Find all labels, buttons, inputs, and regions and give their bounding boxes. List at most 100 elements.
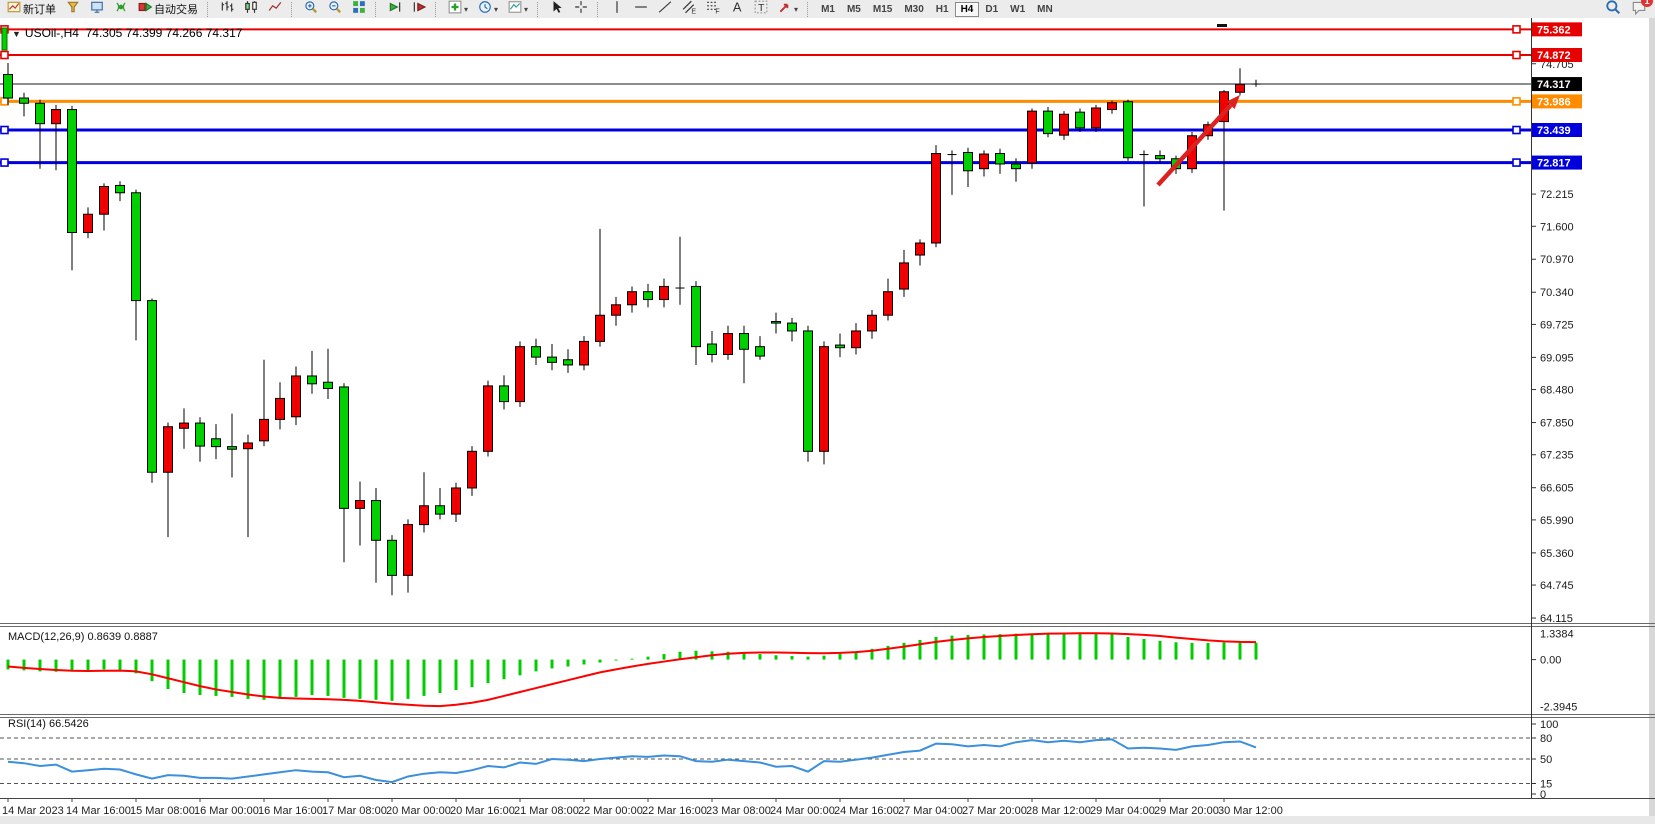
time-axis-label[interactable]: 22 Mar 00:00 bbox=[578, 805, 643, 817]
notifications-icon[interactable]: 1 bbox=[1631, 0, 1653, 20]
hline-handle[interactable] bbox=[0, 158, 9, 167]
time-axis-label[interactable]: 17 Mar 08:00 bbox=[322, 805, 387, 817]
time-axis-label[interactable]: 29 Mar 20:00 bbox=[1154, 805, 1219, 817]
bull-candle bbox=[819, 346, 829, 452]
candlestick-chart-icon[interactable] bbox=[240, 0, 262, 19]
price-badge-73.439[interactable] bbox=[1532, 123, 1582, 138]
bear-candle bbox=[3, 73, 13, 99]
fibonacci-icon[interactable]: F bbox=[702, 0, 724, 19]
arrows-icon[interactable]: ▾ bbox=[774, 0, 802, 19]
timeframe-h1-button[interactable]: H1 bbox=[935, 3, 949, 15]
time-axis-label[interactable]: 27 Mar 20:00 bbox=[962, 805, 1027, 817]
price-badge-73.986[interactable] bbox=[1532, 94, 1582, 109]
price-tick-label: 69.095 bbox=[1540, 352, 1574, 364]
time-axis-label[interactable]: 24 Mar 00:00 bbox=[770, 805, 835, 817]
label-icon[interactable]: T bbox=[750, 0, 772, 19]
time-axis-label[interactable]: 16 Mar 00:00 bbox=[194, 805, 259, 817]
hline-handle[interactable] bbox=[0, 50, 9, 60]
collapse-icon[interactable]: ▼ bbox=[12, 29, 21, 39]
periods-icon[interactable]: ▾ bbox=[474, 0, 502, 19]
timeframe-w1-button[interactable]: W1 bbox=[1010, 3, 1026, 15]
annotation-arrow[interactable] bbox=[1156, 103, 1233, 187]
bear-candle bbox=[147, 300, 157, 473]
chevron-down-icon[interactable]: ▾ bbox=[464, 4, 469, 14]
chevron-down-icon[interactable]: ▾ bbox=[494, 4, 499, 14]
auto-scroll-icon[interactable] bbox=[384, 0, 406, 19]
autotrading-glyph bbox=[138, 0, 153, 19]
bear-candle bbox=[739, 333, 749, 350]
toolbar-separator bbox=[375, 1, 379, 17]
time-axis-label[interactable]: 14 Mar 2023 bbox=[2, 805, 64, 817]
timeframe-m30-button[interactable]: M30 bbox=[904, 3, 924, 15]
zoom-in-icon-glyph bbox=[304, 0, 318, 19]
time-axis-label[interactable]: 20 Mar 16:00 bbox=[450, 805, 515, 817]
zoom-in-icon[interactable] bbox=[300, 0, 322, 19]
hline-handle[interactable] bbox=[1512, 25, 1521, 34]
chevron-down-icon[interactable]: ▾ bbox=[794, 4, 799, 14]
time-axis-label[interactable]: 15 Mar 08:00 bbox=[130, 805, 195, 817]
signals-icon[interactable] bbox=[110, 0, 132, 19]
crosshair-icon[interactable] bbox=[570, 0, 592, 19]
chart-shift-icon[interactable] bbox=[408, 0, 430, 19]
hline-handle[interactable] bbox=[1512, 158, 1521, 167]
vertical-line-icon-glyph bbox=[610, 0, 624, 19]
bull-candle bbox=[1235, 83, 1245, 93]
time-axis-label[interactable]: 28 Mar 12:00 bbox=[1026, 805, 1091, 817]
timeframe-m15-button[interactable]: M15 bbox=[872, 3, 893, 15]
time-axis-label[interactable]: 29 Mar 04:00 bbox=[1090, 805, 1155, 817]
bear-candle bbox=[1123, 101, 1133, 159]
chevron-down-icon[interactable]: ▾ bbox=[524, 4, 529, 14]
current-price-badge[interactable] bbox=[1532, 77, 1582, 92]
time-axis-label[interactable]: 14 Mar 16:00 bbox=[66, 805, 131, 817]
chart-canvas[interactable]: 74.70572.21571.60070.97070.34069.72569.0… bbox=[0, 18, 1655, 824]
cursor-icon[interactable] bbox=[546, 0, 568, 19]
timeframe-mn-button[interactable]: MN bbox=[1037, 3, 1053, 15]
bar-chart-icon-glyph bbox=[220, 0, 234, 19]
bull-candle bbox=[915, 242, 925, 256]
time-axis-label[interactable]: 22 Mar 16:00 bbox=[642, 805, 707, 817]
vertical-line-icon[interactable] bbox=[606, 0, 628, 19]
hline-handle[interactable] bbox=[1512, 50, 1521, 60]
price-badge-75.362[interactable] bbox=[1532, 22, 1582, 37]
search-icon[interactable] bbox=[1605, 0, 1621, 20]
zoom-out-icon[interactable] bbox=[324, 0, 346, 19]
market-watch-icon[interactable] bbox=[86, 0, 108, 19]
svg-text:74.872: 74.872 bbox=[1537, 50, 1571, 62]
oneclick-trading-arrow[interactable] bbox=[1, 27, 8, 51]
indicators-icon[interactable]: ▾ bbox=[444, 0, 472, 19]
timeframe-m1-button[interactable]: M1 bbox=[821, 3, 835, 15]
time-axis-label[interactable]: 24 Mar 16:00 bbox=[834, 805, 899, 817]
arrows-icon-glyph bbox=[778, 0, 792, 19]
trendline-icon[interactable] bbox=[654, 0, 676, 19]
timeframe-d1-button[interactable]: D1 bbox=[985, 3, 999, 15]
text-icon[interactable]: A bbox=[726, 0, 748, 19]
timeframe-h4-button[interactable]: H4 bbox=[954, 1, 980, 17]
price-badge-72.817[interactable] bbox=[1532, 155, 1582, 170]
chart-profile-icon[interactable] bbox=[62, 0, 84, 19]
price-badge-74.872[interactable] bbox=[1532, 48, 1582, 63]
bull-candle bbox=[83, 213, 93, 234]
time-axis-label[interactable]: 23 Mar 08:00 bbox=[706, 805, 771, 817]
hline-handle[interactable] bbox=[1512, 125, 1521, 135]
time-axis-label[interactable]: 16 Mar 16:00 bbox=[258, 805, 323, 817]
hline-handle[interactable] bbox=[1512, 97, 1521, 106]
horizontal-line-icon-glyph bbox=[634, 0, 648, 19]
hline-handle[interactable] bbox=[0, 125, 9, 135]
new-order-button[interactable]: 新订单 bbox=[3, 0, 60, 19]
price-tick-label: 70.970 bbox=[1540, 254, 1574, 266]
svg-text:75.362: 75.362 bbox=[1537, 24, 1571, 36]
time-axis-label[interactable]: 20 Mar 00:00 bbox=[386, 805, 451, 817]
channel-icon[interactable]: E bbox=[678, 0, 700, 19]
time-axis-label[interactable]: 27 Mar 04:00 bbox=[898, 805, 963, 817]
templates-icon[interactable]: ▾ bbox=[504, 0, 532, 19]
toolbar-right-group: 1 bbox=[1605, 0, 1653, 20]
line-chart-icon[interactable] bbox=[264, 0, 286, 19]
tile-windows-icon[interactable] bbox=[348, 0, 370, 19]
time-axis-label[interactable]: 21 Mar 08:00 bbox=[514, 805, 579, 817]
hline-handle[interactable] bbox=[0, 97, 9, 106]
timeframe-m5-button[interactable]: M5 bbox=[846, 3, 861, 15]
autotrading-button[interactable]: 自动交易 bbox=[134, 0, 202, 19]
horizontal-line-icon[interactable] bbox=[630, 0, 652, 19]
time-axis-label[interactable]: 30 Mar 12:00 bbox=[1218, 805, 1283, 817]
bar-chart-icon[interactable] bbox=[216, 0, 238, 19]
